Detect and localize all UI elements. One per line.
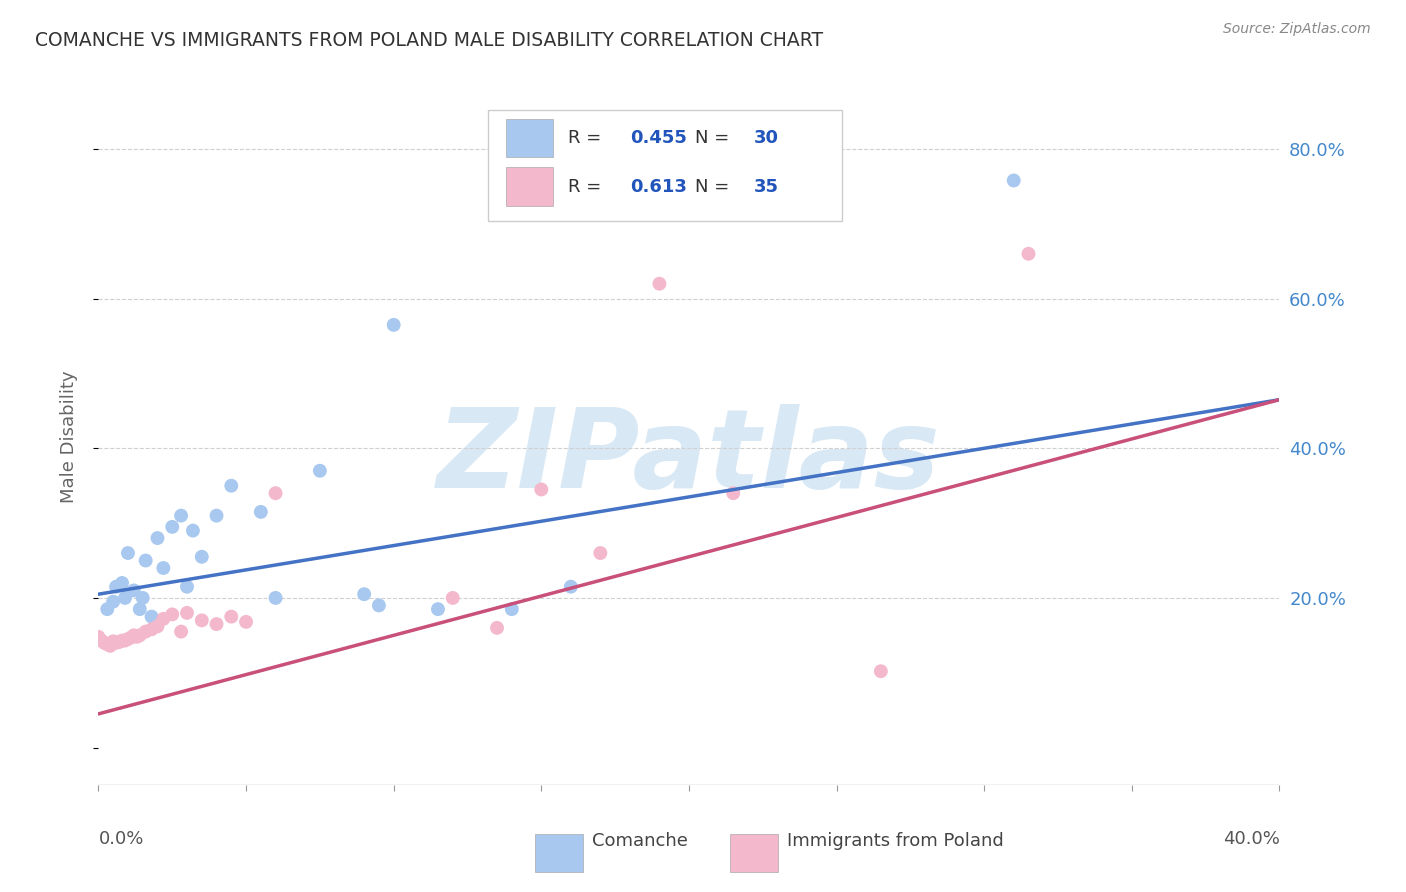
Point — [221, 479, 243, 493]
Point — [205, 617, 228, 632]
Point — [723, 486, 745, 500]
Point — [117, 632, 139, 646]
Point — [122, 583, 145, 598]
Point — [870, 665, 893, 679]
Point — [98, 639, 121, 653]
Point — [146, 531, 169, 545]
Text: R =: R = — [568, 178, 613, 195]
Point — [141, 609, 163, 624]
Point — [162, 520, 183, 534]
Point — [135, 624, 157, 639]
Text: N =: N = — [695, 129, 735, 147]
Point — [135, 553, 157, 567]
Point — [162, 607, 183, 622]
Point — [105, 580, 128, 594]
Point — [111, 576, 134, 591]
Point — [108, 635, 131, 649]
FancyBboxPatch shape — [506, 168, 553, 206]
Point — [96, 602, 118, 616]
Point — [589, 546, 612, 560]
Point — [170, 508, 193, 523]
FancyBboxPatch shape — [488, 110, 842, 221]
Point — [128, 628, 150, 642]
Point — [87, 630, 110, 644]
Point — [441, 591, 464, 605]
Point — [309, 464, 332, 478]
Text: 30: 30 — [754, 129, 779, 147]
Text: 35: 35 — [754, 178, 779, 195]
FancyBboxPatch shape — [506, 119, 553, 157]
Point — [264, 591, 287, 605]
Point — [103, 595, 125, 609]
Point — [152, 612, 174, 626]
Text: COMANCHE VS IMMIGRANTS FROM POLAND MALE DISABILITY CORRELATION CHART: COMANCHE VS IMMIGRANTS FROM POLAND MALE … — [35, 31, 824, 50]
Point — [111, 633, 134, 648]
Point — [125, 630, 148, 644]
Point — [132, 591, 155, 605]
FancyBboxPatch shape — [730, 834, 778, 872]
Point — [146, 619, 169, 633]
Point — [114, 591, 136, 605]
Text: R =: R = — [568, 129, 607, 147]
Point — [205, 508, 228, 523]
Point — [250, 505, 273, 519]
Point — [93, 636, 115, 650]
Text: Source: ZipAtlas.com: Source: ZipAtlas.com — [1223, 22, 1371, 37]
Text: 0.455: 0.455 — [630, 129, 686, 147]
FancyBboxPatch shape — [536, 834, 582, 872]
Text: 0.0%: 0.0% — [98, 830, 143, 848]
Text: Comanche: Comanche — [592, 831, 688, 849]
Point — [191, 613, 214, 627]
Point — [264, 486, 287, 500]
Point — [128, 602, 150, 616]
Point — [235, 615, 257, 629]
Text: ZIPatlas: ZIPatlas — [437, 404, 941, 511]
Point — [530, 483, 553, 497]
Point — [170, 624, 193, 639]
Point — [176, 606, 198, 620]
Point — [152, 561, 174, 575]
Point — [382, 318, 405, 332]
Text: N =: N = — [695, 178, 735, 195]
Point — [117, 546, 139, 560]
Text: 40.0%: 40.0% — [1223, 830, 1279, 848]
Point — [1018, 247, 1040, 261]
Point — [1002, 173, 1025, 187]
Point — [114, 633, 136, 648]
Point — [181, 524, 204, 538]
Point — [90, 633, 112, 648]
Point — [427, 602, 450, 616]
Y-axis label: Male Disability: Male Disability — [59, 371, 77, 503]
Point — [105, 636, 128, 650]
Point — [176, 580, 198, 594]
Text: Immigrants from Poland: Immigrants from Poland — [787, 831, 1004, 849]
Point — [486, 621, 509, 635]
Point — [122, 628, 145, 642]
Text: 0.613: 0.613 — [630, 178, 686, 195]
Point — [96, 637, 118, 651]
Point — [191, 549, 214, 564]
Point — [120, 631, 142, 645]
Point — [501, 602, 523, 616]
Point — [141, 623, 163, 637]
Point — [103, 634, 125, 648]
Point — [368, 599, 391, 613]
Point — [560, 580, 582, 594]
Point — [648, 277, 671, 291]
Point — [221, 609, 243, 624]
Point — [353, 587, 375, 601]
